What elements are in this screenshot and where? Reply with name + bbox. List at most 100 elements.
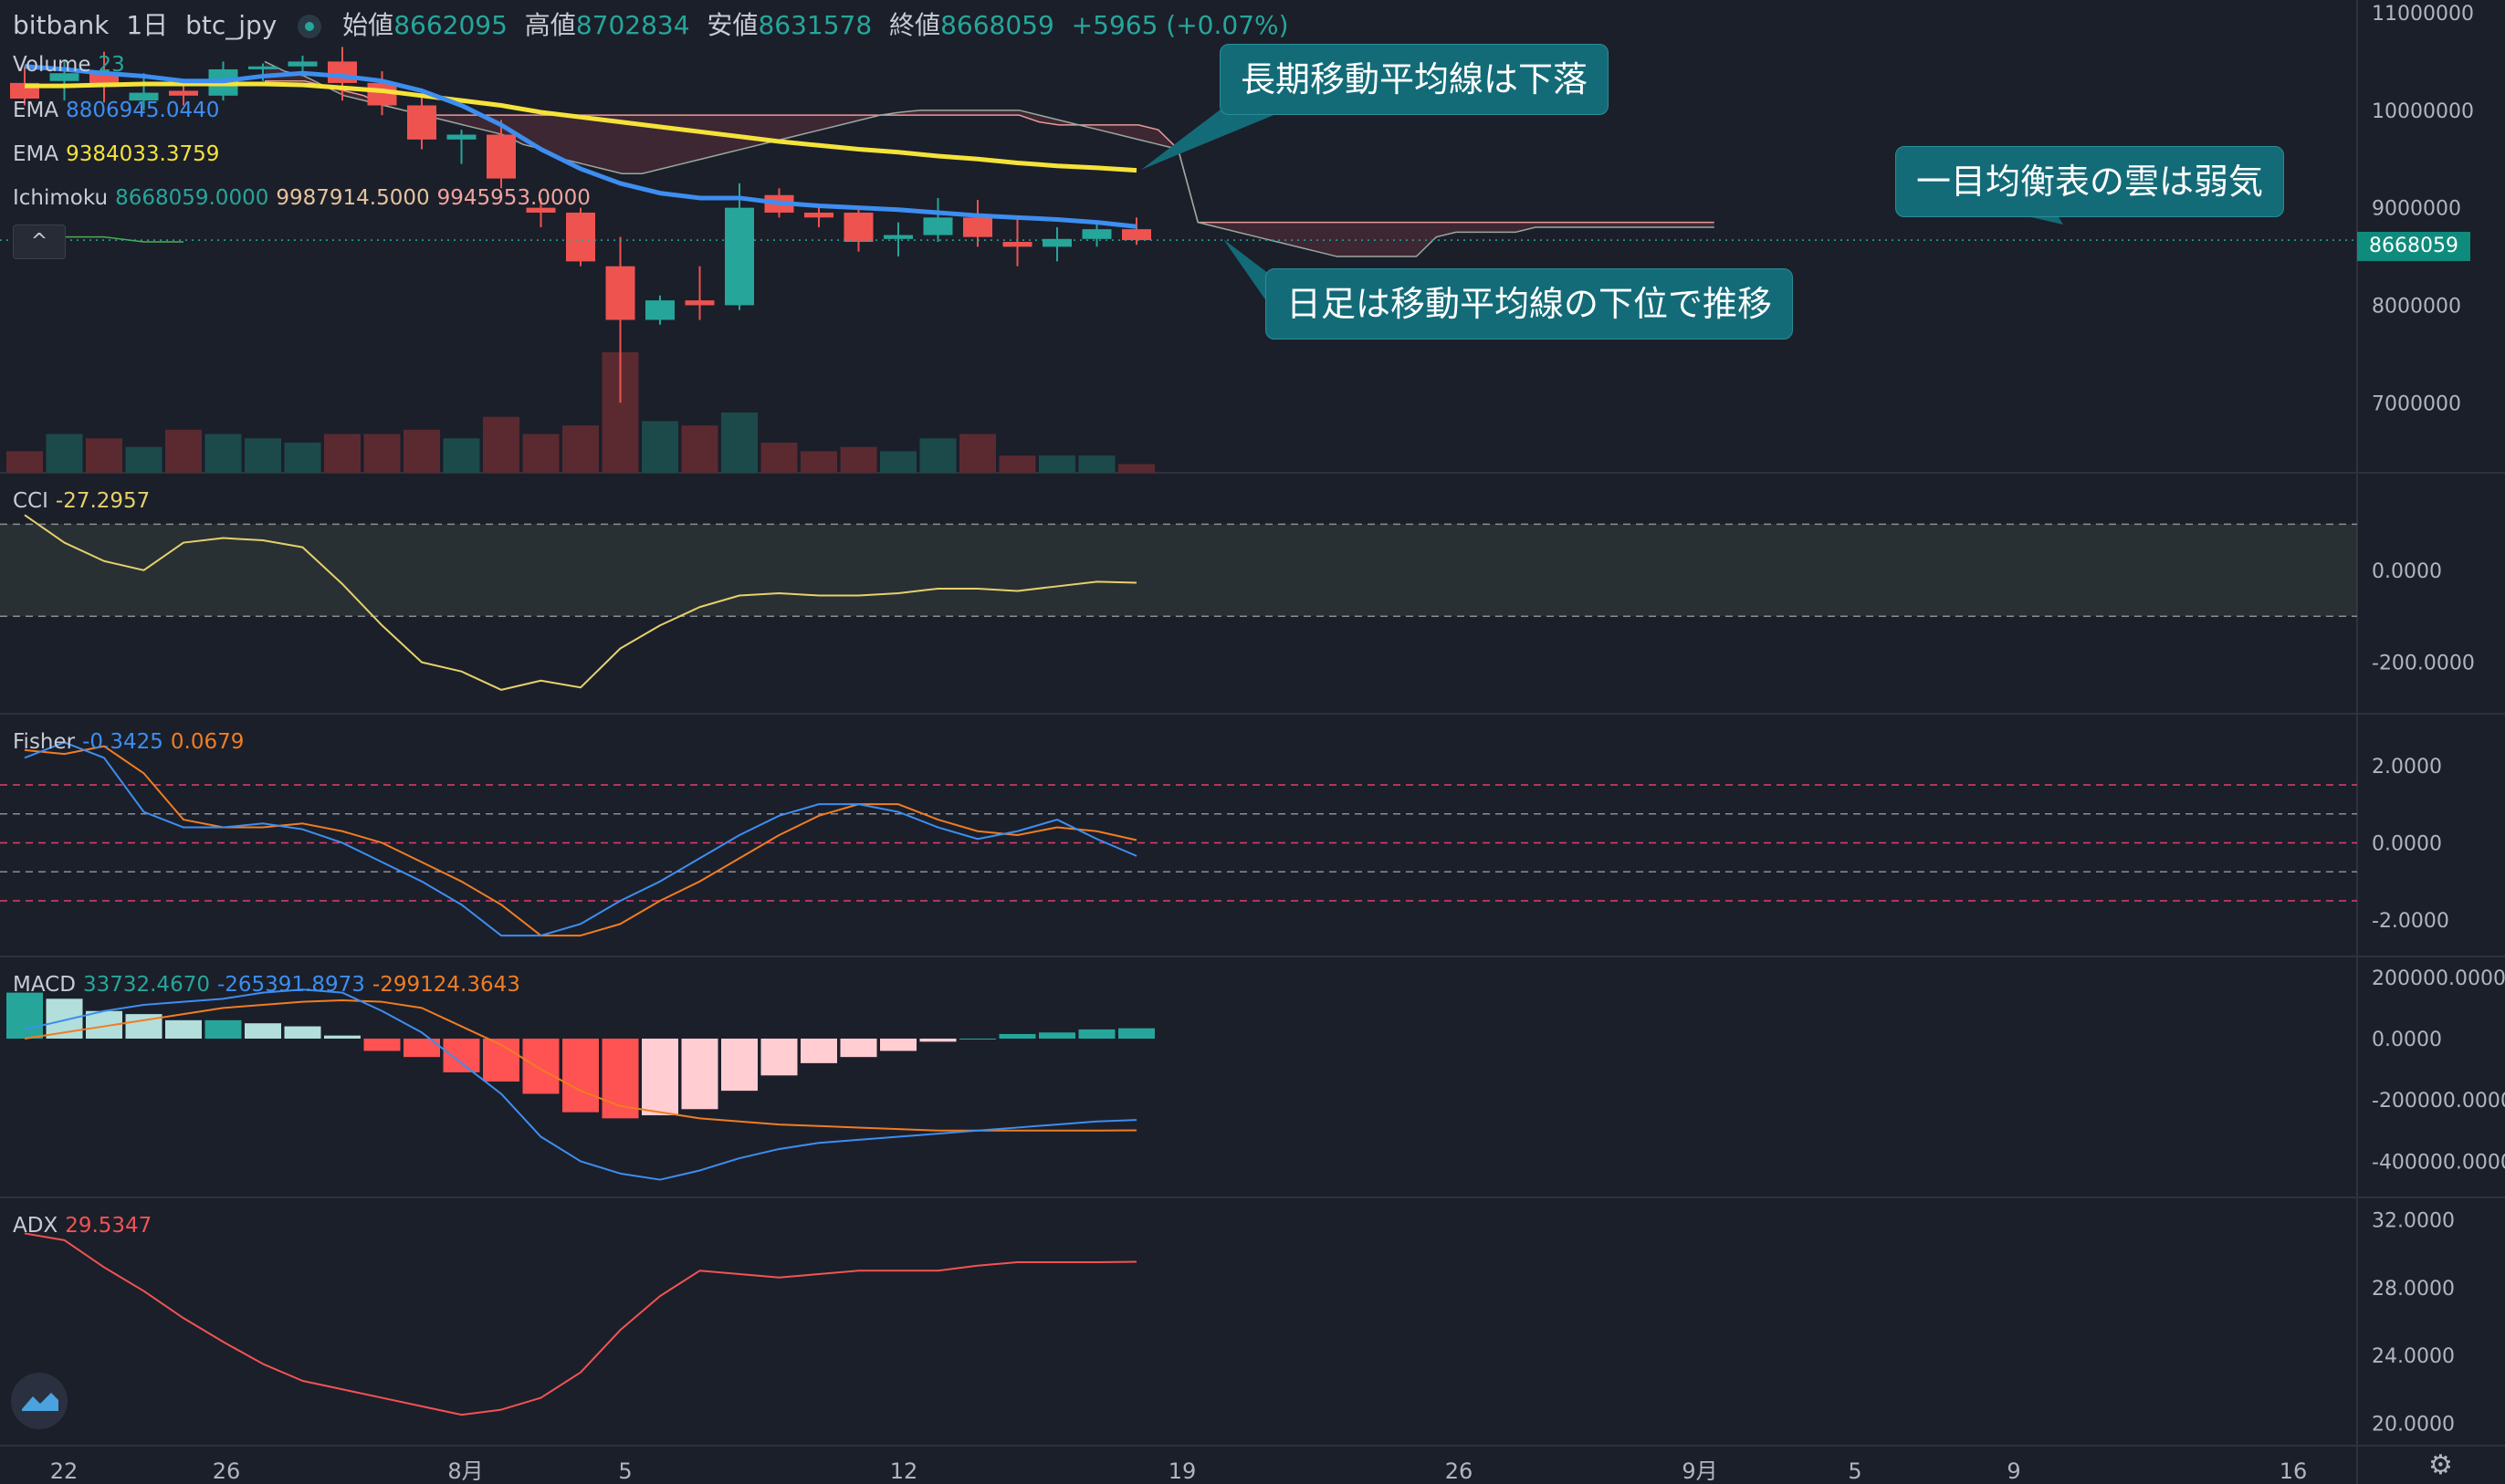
volume-label: Volume [13,53,91,77]
ichimoku-legend[interactable]: Ichimoku 8668059.0000 9987914.5000 9945953.… [13,186,598,210]
open-label: 始値 [342,10,394,40]
volume-bar [443,438,480,473]
volume-bar [642,421,678,473]
fisher-value-1: -0.3425 [82,730,163,754]
callout-pointer-1 [1141,100,1287,170]
price-tick-label: 8000000 [2372,295,2461,318]
candle-body [89,73,119,83]
macd-legend[interactable]: MACD 33732.4670 -265391.8973 -299124.3643 [13,973,528,997]
candle-body [129,92,159,101]
ema-slow-legend[interactable]: EMA 9384033.3759 [13,142,226,166]
volume-bar [483,416,519,473]
candle-body [526,207,556,213]
time-tick-label: 22 [50,1458,79,1484]
volume-bar [801,451,837,473]
callout-long-ema-falling[interactable]: 長期移動平均線は下落 [1220,44,1609,115]
candle-body [1043,238,1072,247]
candle-body [923,217,953,235]
fisher-value-2: 0.0679 [170,730,245,754]
macd-histogram-bar [522,1039,560,1094]
candle-body [884,235,913,239]
volume-bar [562,425,599,473]
callout-pointer-2 [1223,239,1269,305]
adx-legend[interactable]: ADX 29.5347 [13,1214,159,1238]
candle-body [446,134,477,140]
collapse-legend-button[interactable]: ^ [13,225,66,259]
macd-histogram-bar [681,1039,718,1110]
price-tick-label: 10000000 [2372,100,2474,123]
volume-bar [522,434,560,473]
high-label: 高値 [524,10,576,40]
macd-histogram-bar [999,1033,1036,1039]
candle-body [169,90,198,96]
macd-hist-value: 33732.4670 [82,973,210,997]
volume-bar [363,434,401,473]
volume-bar [880,451,917,473]
volume-bar [721,413,758,473]
fisher-tick-label: -2.0000 [2372,910,2449,933]
macd-histogram-bar [642,1039,678,1115]
macd-histogram-bar [959,1039,996,1040]
macd-label: MACD [13,973,76,997]
volume-bar [959,434,996,473]
symbol: btc_jpy [185,10,278,40]
ema-slow-value: 9384033.3759 [66,142,220,166]
macd-histogram-bar [284,1026,321,1039]
candle-body [1082,229,1112,239]
time-tick-label: 5 [1848,1458,1861,1484]
symbol-header: bitbank 1日 btc_jpy 始値8662095 高値8702834 安… [13,5,1289,42]
price-tick-label: 9000000 [2372,198,2461,221]
time-tick-label: 8月 [447,1458,483,1484]
visibility-icon[interactable] [298,15,322,38]
candle-body [328,61,357,83]
volume-bar [999,455,1036,473]
macd-histogram-bar [721,1039,758,1092]
adx-tick-label: 32.0000 [2372,1210,2455,1233]
volume-legend[interactable]: Volume 23 [13,53,132,77]
fisher-legend[interactable]: Fisher -0.3425 0.0679 [13,730,251,754]
volume-bar [46,434,83,473]
open-value: 8662095 [393,10,508,40]
change-value: +5965 (+0.07%) [1071,10,1289,40]
cci-value: -27.2957 [55,489,151,513]
macd-tick-label: 0.0000 [2372,1029,2442,1051]
callout-daily-below-ema[interactable]: 日足は移動平均線の下位で推移 [1265,268,1794,340]
time-tick-label: 5 [618,1458,632,1484]
adx-line [24,1232,1137,1416]
macd-tick-label: -400000.0000 [2372,1151,2505,1174]
candle-body [725,207,754,306]
volume-bar [324,434,361,473]
time-tick-label: 9月 [1682,1458,1717,1484]
fisher-tick-label: 0.0000 [2372,832,2442,855]
ichimoku-value-1: 8668059.0000 [115,186,269,210]
macd-histogram-bar [760,1039,798,1076]
macd-tick-label: -200000.0000 [2372,1090,2505,1113]
adx-tick-label: 28.0000 [2372,1278,2455,1301]
cci-legend[interactable]: CCI -27.2957 [13,489,157,513]
macd-histogram-bar [165,1019,202,1039]
macd-value: -265391.8973 [216,973,365,997]
interval[interactable]: 1日 [126,10,169,40]
close-label: 終値 [889,10,941,40]
adx-tick-label: 20.0000 [2372,1413,2455,1436]
volume-bar [125,446,162,473]
adx-tick-label: 24.0000 [2372,1345,2455,1368]
ema-fast-line [24,64,1137,229]
time-tick-label: 12 [890,1458,918,1484]
settings-gear-icon[interactable]: ⚙ [2428,1449,2453,1481]
time-tick-label: 19 [1169,1458,1197,1484]
macd-histogram-bar [404,1039,440,1058]
candle-body [49,73,79,81]
ema-fast-label: EMA [13,99,59,122]
ichimoku-value-2: 9987914.5000 [276,186,430,210]
ema-fast-legend[interactable]: EMA 8806945.0440 [13,99,226,122]
low-label: 安値 [707,10,759,40]
time-tick-label: 16 [2280,1458,2308,1484]
price-tick-label: 7000000 [2372,392,2461,415]
callout-ichimoku-bearish[interactable]: 一目均衡表の雲は弱気 [1895,146,2285,217]
candle-body [288,61,318,67]
candle-body [566,212,595,262]
tradingview-logo-icon[interactable] [11,1373,68,1429]
